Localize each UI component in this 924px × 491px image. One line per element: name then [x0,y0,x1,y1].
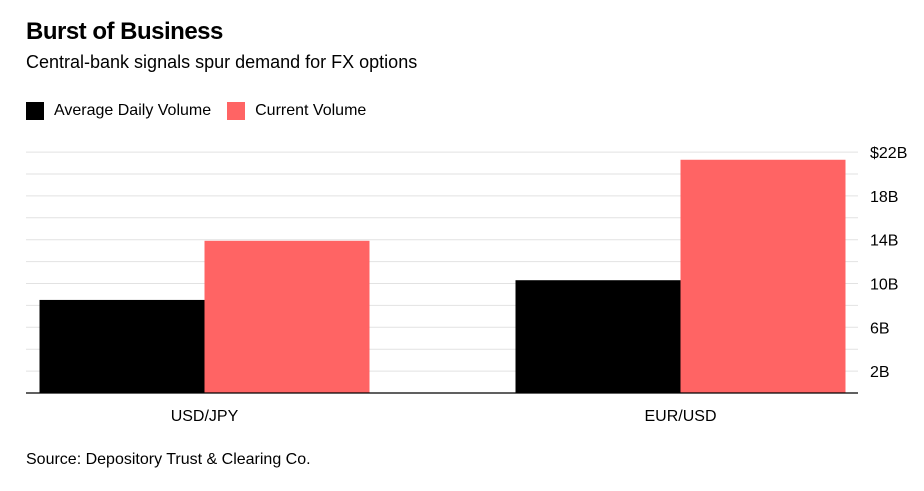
bar-current-volume-eur-usd [680,159,846,393]
legend: Average Daily Volume Current Volume [26,102,382,120]
y-tick-label: 2B [870,364,890,381]
legend-item-current-volume: Current Volume [227,102,366,120]
bar-average-daily-volume-usd-jpy [39,299,205,393]
legend-label-average-daily-volume: Average Daily Volume [54,102,212,119]
source-note: Source: Depository Trust & Clearing Co. [26,451,311,468]
bar-average-daily-volume-eur-usd [515,280,681,393]
chart-subtitle: Central-bank signals spur demand for FX … [26,52,418,72]
legend-item-average-daily-volume: Average Daily Volume [26,102,211,120]
x-tick-label: EUR/USD [644,408,716,425]
y-tick-label: 18B [870,189,898,206]
bar-current-volume-usd-jpy [204,240,370,393]
legend-swatch-current-volume [227,102,246,120]
y-tick-label: 14B [870,233,898,250]
legend-label-current-volume: Current Volume [255,102,367,119]
legend-swatch-average-daily-volume [26,102,44,120]
y-tick-label: 6B [870,320,890,337]
x-tick-label: USD/JPY [171,408,239,425]
y-tick-label: 10B [870,277,898,294]
y-tick-label: $22B [870,145,907,162]
chart-title: Burst of Business [26,18,223,45]
